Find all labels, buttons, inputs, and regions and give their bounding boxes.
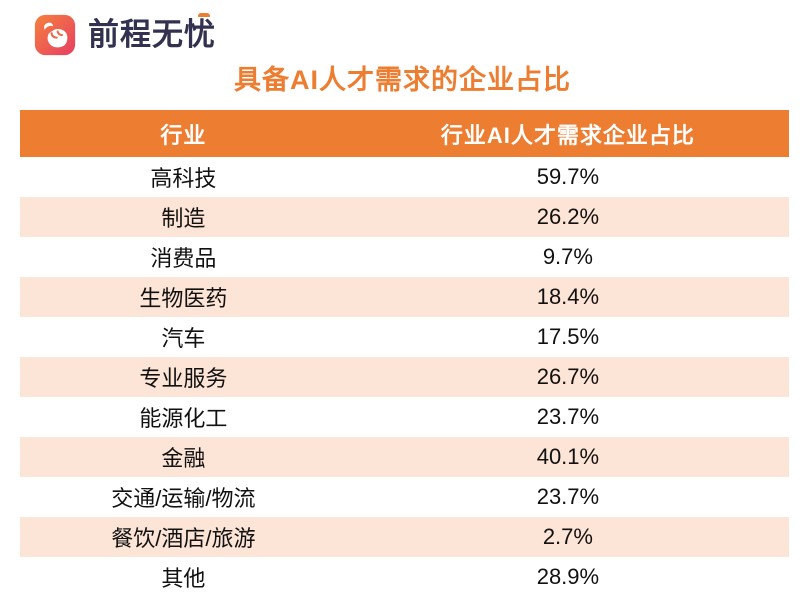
- industry-cell: 餐饮/酒店/旅游: [111, 526, 256, 551]
- page-title: 具备AI人才需求的企业占比: [234, 65, 571, 95]
- share-cell: 28.9%: [536, 564, 600, 589]
- table-row: 生物医药 18.4%: [20, 277, 789, 317]
- table-header-row: 行业 行业AI人才需求企业占比: [20, 110, 789, 157]
- table-row: 餐饮/酒店/旅游 2.7%: [20, 517, 789, 557]
- brand-logo: 前程无忧: [34, 13, 216, 56]
- share-cell: 2.7%: [542, 524, 593, 549]
- ai-demand-table: 行业 行业AI人才需求企业占比 高科技 59.7% 制造 26.2% 消费品 9…: [20, 110, 789, 597]
- brand-accent-flame: [198, 13, 210, 19]
- share-cell: 59.7%: [536, 164, 600, 189]
- share-cell: 23.7%: [536, 484, 600, 509]
- share-cell: 26.7%: [536, 364, 600, 389]
- industry-cell: 交通/运输/物流: [111, 486, 256, 511]
- industry-cell: 制造: [161, 206, 206, 231]
- share-cell: 17.5%: [536, 324, 600, 349]
- column-header-industry: 行业: [160, 122, 207, 148]
- share-cell: 40.1%: [536, 444, 600, 469]
- table-row: 汽车 17.5%: [20, 317, 789, 357]
- 51job-hand-icon: [34, 14, 76, 56]
- industry-cell: 消费品: [150, 246, 217, 271]
- brand-name: 前程无忧: [88, 17, 216, 52]
- industry-cell: 能源化工: [139, 406, 228, 431]
- industry-cell: 汽车: [161, 326, 206, 351]
- table-row: 制造 26.2%: [20, 197, 789, 237]
- table-row: 高科技 59.7%: [20, 157, 789, 197]
- table-row: 能源化工 23.7%: [20, 397, 789, 437]
- table-row: 专业服务 26.7%: [20, 357, 789, 397]
- industry-cell: 其他: [161, 566, 206, 591]
- share-cell: 26.2%: [536, 204, 600, 229]
- industry-cell: 专业服务: [139, 366, 228, 391]
- share-cell: 9.7%: [542, 244, 593, 269]
- industry-cell: 生物医药: [139, 286, 228, 311]
- industry-cell: 金融: [161, 446, 206, 471]
- table-row: 金融 40.1%: [20, 437, 789, 477]
- table-row: 其他 28.9%: [20, 557, 789, 597]
- column-header-share: 行业AI人才需求企业占比: [440, 122, 695, 148]
- industry-cell: 高科技: [150, 166, 217, 191]
- table-row: 消费品 9.7%: [20, 237, 789, 277]
- table-row: 交通/运输/物流 23.7%: [20, 477, 789, 517]
- share-cell: 23.7%: [536, 404, 600, 429]
- share-cell: 18.4%: [536, 284, 600, 309]
